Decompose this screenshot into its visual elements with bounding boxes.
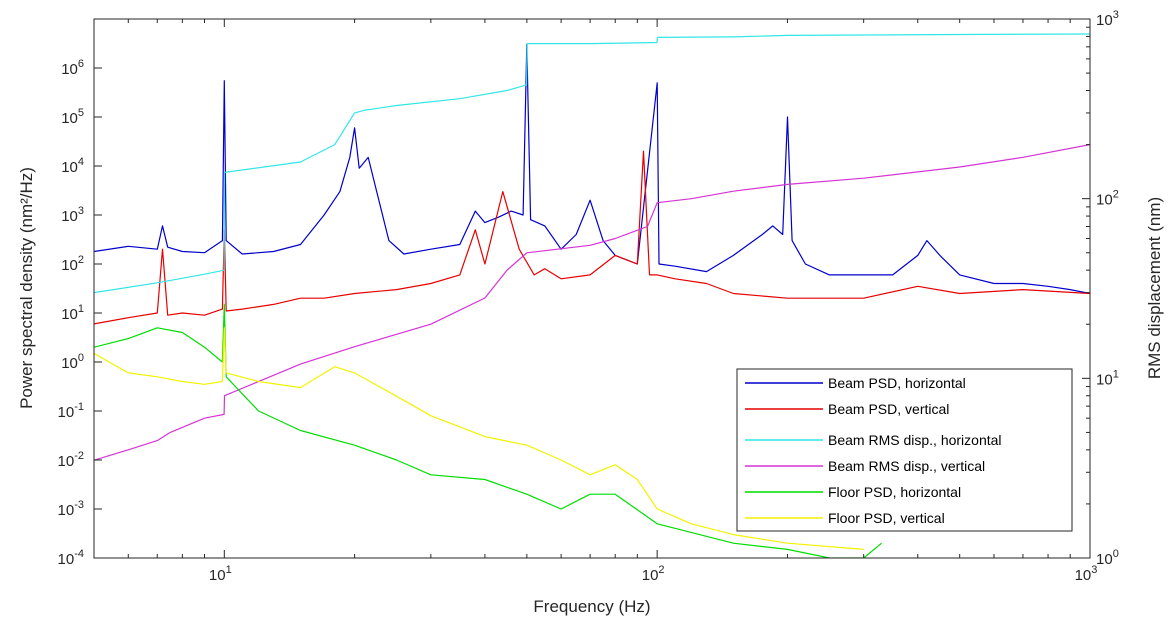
y-tick-label: 10-2 <box>58 450 84 470</box>
y2-axis-title: RMS displacement (nm) <box>1145 197 1164 379</box>
y-tick-label: 102 <box>61 254 84 274</box>
legend-label-beam-rms-vertical: Beam RMS disp., vertical <box>828 458 985 474</box>
y-tick-label: 105 <box>61 107 84 127</box>
y2-tick-label: 101 <box>1096 368 1119 388</box>
series-line-3 <box>94 144 1090 461</box>
y-tick-label: 104 <box>61 156 84 176</box>
series-line-2 <box>94 33 1090 294</box>
legend-label-beam-psd-horizontal: Beam PSD, horizontal <box>828 375 966 391</box>
y-tick-label: 101 <box>61 303 84 323</box>
x-tick-label: 103 <box>1075 564 1098 584</box>
legend: Beam PSD, horizontal Beam PSD, vertical … <box>736 368 1073 532</box>
series-line-1 <box>94 150 1090 325</box>
y-tick-label: 103 <box>61 205 84 225</box>
y2-tick-label: 100 <box>1096 548 1119 568</box>
y2-tick-label: 102 <box>1096 189 1119 209</box>
legend-label-beam-rms-horizontal: Beam RMS disp., horizontal <box>828 432 1002 448</box>
legend-box <box>736 368 1073 532</box>
ticks-layer <box>93 18 1091 559</box>
legend-label-floor-psd-horizontal: Floor PSD, horizontal <box>828 484 961 500</box>
legend-label-floor-psd-vertical: Floor PSD, vertical <box>828 510 945 526</box>
y-tick-label: 100 <box>61 352 84 372</box>
legend-label-beam-psd-vertical: Beam PSD, vertical <box>828 401 949 417</box>
plot-frame <box>93 18 1091 559</box>
tick-labels-layer: 101 102 103 10-4 10-3 10-2 10-1 100 101 102 103 104… <box>58 9 1119 584</box>
series-line-4 <box>94 303 882 558</box>
y-tick-label: 106 <box>61 58 84 78</box>
x-tick-label: 101 <box>209 564 232 584</box>
series-layer <box>94 33 1090 558</box>
y-axis-title: Power spectral density (nm²/Hz) <box>17 167 36 409</box>
series-line-5 <box>94 327 864 550</box>
series-line-0 <box>94 43 1090 295</box>
y2-tick-label: 103 <box>1096 9 1119 29</box>
y-tick-label: 10-1 <box>58 401 84 421</box>
x-axis-title: Frequency (Hz) <box>533 597 650 616</box>
y-tick-label: 10-4 <box>58 548 84 568</box>
x-tick-label: 102 <box>642 564 665 584</box>
y-tick-label: 10-3 <box>58 499 84 519</box>
